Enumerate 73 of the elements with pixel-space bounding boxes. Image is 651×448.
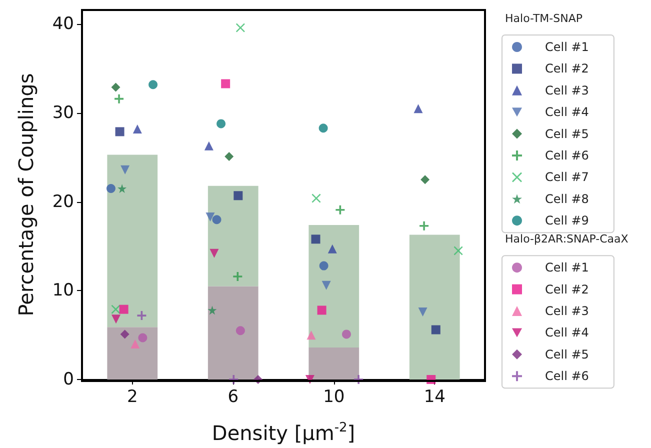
x-tick-label: 10 [323, 387, 345, 407]
point [216, 119, 226, 128]
point [137, 311, 146, 320]
text: Halo-β2AR:SNAP-CaaX [505, 232, 628, 246]
point [208, 306, 217, 315]
bar [208, 286, 258, 380]
point [206, 212, 215, 222]
point [234, 191, 243, 200]
point [221, 79, 230, 88]
point [120, 165, 130, 174]
text: Halo-TM-SNAP [505, 12, 583, 25]
legend-label: Cell #8 [545, 192, 589, 206]
point [317, 306, 326, 315]
x-tick-label: 6 [228, 387, 239, 407]
point [204, 141, 214, 150]
legend-label: Cell #9 [545, 214, 589, 228]
point [118, 184, 127, 194]
bar [409, 234, 460, 380]
point [319, 261, 328, 270]
bar [107, 327, 158, 380]
y-tick-label: 10 [52, 280, 74, 301]
point [328, 244, 337, 254]
y-axis-title: Percentage of Couplings [14, 73, 38, 316]
point [342, 330, 351, 339]
legend-label: Cell #1 [545, 260, 589, 275]
legend-label: Cell #6 [545, 369, 589, 384]
legend-label: Cell #7 [545, 170, 589, 184]
point [322, 280, 331, 290]
bar [308, 348, 360, 380]
point [236, 326, 245, 336]
point [224, 152, 234, 162]
point [306, 330, 316, 340]
bar [208, 186, 258, 286]
point [233, 272, 242, 281]
point [212, 215, 222, 224]
y-tick-label: 30 [52, 103, 74, 124]
point [311, 234, 320, 244]
y-tick-label: 40 [52, 14, 74, 34]
point [236, 23, 245, 32]
x-tick-label: 14 [424, 387, 446, 407]
legend-label: Cell #3 [545, 83, 589, 98]
point [148, 80, 158, 90]
point [431, 325, 440, 334]
point [130, 339, 140, 348]
bar [107, 154, 158, 328]
point [106, 184, 116, 194]
point [115, 127, 124, 136]
legend-label: Cell #2 [545, 62, 589, 76]
bar [308, 224, 360, 348]
point [112, 314, 121, 324]
point [138, 333, 148, 342]
legend-label: Cell #5 [545, 126, 589, 141]
point [420, 221, 429, 230]
point [418, 307, 428, 316]
legend-label: Cell #3 [545, 304, 589, 318]
legend-label: Cell #2 [545, 282, 589, 296]
point [318, 124, 328, 133]
point [210, 248, 219, 258]
point [111, 82, 120, 92]
x-tick-label: 2 [126, 387, 138, 407]
point [120, 330, 130, 339]
legend-label: Cell #6 [545, 148, 589, 162]
point [132, 124, 142, 134]
point [119, 304, 128, 314]
y-tick-label: 20 [52, 192, 74, 212]
legend-label: Cell #5 [545, 347, 589, 362]
point [414, 104, 423, 114]
legend-label: Cell #4 [545, 326, 589, 340]
y-tick-label: 0 [63, 370, 74, 390]
legend-label: Cell #4 [545, 105, 589, 120]
legend-label: Cell #1 [545, 40, 589, 54]
point [114, 94, 124, 104]
point [420, 175, 430, 184]
